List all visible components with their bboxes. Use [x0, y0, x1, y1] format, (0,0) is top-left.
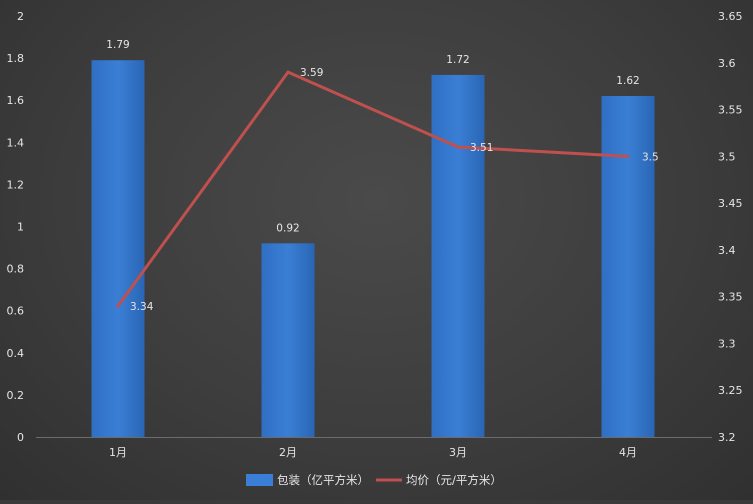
y-right-tick-label: 3.45 [718, 197, 743, 210]
bar-value-label: 1.62 [616, 75, 639, 87]
bar [261, 243, 315, 437]
x-tick-label: 2月 [279, 446, 297, 459]
line-point [116, 304, 120, 308]
line-series [116, 70, 630, 308]
y-right-tick-label: 3.2 [718, 431, 736, 444]
data-labels: 1.79 0.92 1.72 1.62 3.34 3.59 3.51 3.5 [106, 39, 658, 313]
legend-bar-label: 包装（亿平方米） [277, 473, 369, 487]
line-value-label: 3.34 [130, 301, 154, 313]
y-right-tick-label: 3.6 [718, 57, 736, 70]
bar-value-label: 1.79 [106, 39, 129, 51]
line-value-label: 3.5 [642, 151, 659, 163]
bar-series [91, 60, 655, 438]
x-tick-label: 4月 [619, 446, 637, 459]
bar-value-label: 1.72 [446, 54, 469, 66]
y-right-tick-label: 3.5 [718, 150, 736, 163]
bar [91, 60, 145, 438]
y-left-tick-label: 2 [17, 10, 24, 23]
y-left-tick-label: 1.2 [7, 178, 25, 191]
line-point [286, 70, 290, 74]
y-left-tick-label: 1.8 [7, 52, 25, 65]
y-right-tick-label: 3.4 [718, 244, 736, 257]
x-tick-label: 3月 [449, 446, 467, 459]
y-left-tick-label: 1.4 [7, 136, 25, 149]
legend-line-label: 均价（元/平方米） [406, 473, 502, 487]
legend-bar-swatch [246, 474, 273, 486]
y-left-tick-label: 0.6 [7, 305, 25, 318]
bar [431, 74, 485, 437]
line-value-label: 3.51 [470, 142, 493, 154]
bar-value-label: 0.92 [276, 222, 299, 234]
y-right-tick-label: 3.55 [718, 104, 743, 117]
y-left-tick-label: 1 [17, 221, 24, 234]
y-left-tick-label: 0 [17, 431, 24, 444]
y-left-tick-label: 1.6 [7, 94, 25, 107]
line-point [626, 154, 630, 158]
axes: 0 0.2 0.4 0.6 0.8 1 1.2 1.4 1.6 1.8 2 3.2 3.25 3.3 3.3… [7, 10, 743, 459]
line-point [456, 145, 460, 149]
line-value-label: 3.59 [300, 67, 323, 79]
y-right-tick-label: 3.35 [718, 291, 743, 304]
y-right-tick-label: 3.3 [718, 337, 736, 350]
y-left-tick-label: 0.2 [7, 389, 25, 402]
x-tick-label: 1月 [109, 446, 127, 459]
y-right-tick-label: 3.65 [718, 10, 743, 23]
y-right-tick-label: 3.25 [718, 384, 743, 397]
bar [601, 95, 655, 438]
y-left-tick-label: 0.4 [7, 347, 25, 360]
price-line [116, 70, 630, 308]
y-left-tick-label: 0.8 [7, 263, 25, 276]
legend: 包装（亿平方米） 均价（元/平方米） [246, 473, 502, 487]
